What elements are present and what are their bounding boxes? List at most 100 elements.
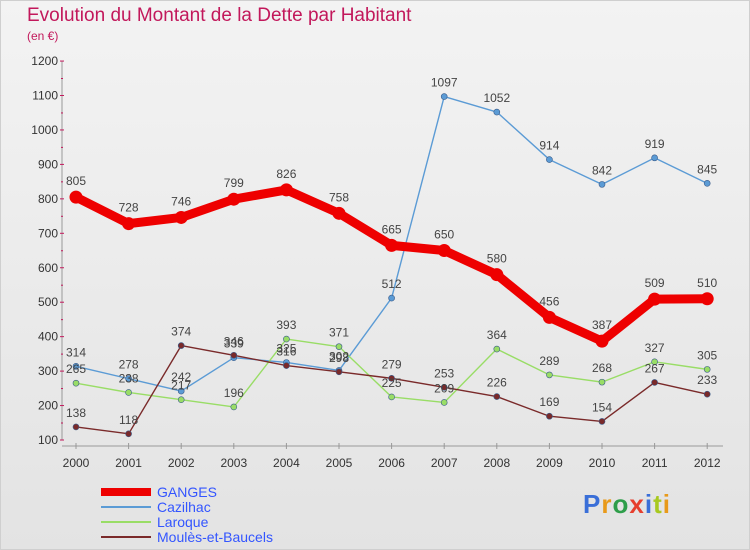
data-point (703, 366, 711, 373)
data-point (388, 393, 395, 401)
y-tick-label: 200 (38, 399, 58, 413)
data-label: 512 (382, 277, 402, 291)
data-point (651, 154, 658, 162)
legend-swatch (101, 488, 151, 496)
x-tick-label: 2012 (694, 456, 721, 470)
y-tick-label: 100 (38, 433, 58, 447)
x-tick-label: 2001 (115, 456, 142, 470)
data-point (648, 292, 662, 306)
data-point (703, 180, 711, 187)
legend-label: Laroque (157, 514, 209, 530)
data-point (72, 362, 80, 370)
data-point (598, 181, 606, 188)
data-point (69, 190, 83, 204)
data-point (546, 412, 553, 420)
x-tick-label: 2004 (273, 456, 300, 470)
data-label: 374 (171, 325, 191, 339)
data-label: 1097 (431, 76, 458, 90)
data-label: 364 (487, 328, 507, 342)
data-point (700, 292, 714, 306)
data-label: 279 (382, 357, 402, 371)
data-point (598, 378, 606, 386)
data-point (440, 383, 448, 391)
x-tick-label: 2005 (326, 456, 353, 470)
data-point (651, 379, 658, 386)
data-point (440, 399, 448, 406)
data-label: 267 (645, 361, 665, 375)
data-point (595, 334, 609, 348)
data-point (174, 210, 188, 224)
data-label: 650 (434, 228, 454, 242)
x-tick-label: 2008 (483, 456, 510, 470)
legend-swatch (101, 506, 151, 508)
data-label: 196 (224, 386, 244, 400)
x-tick-label: 2002 (168, 456, 195, 470)
data-label: 305 (697, 348, 717, 362)
y-tick-label: 600 (38, 261, 58, 275)
data-label: 209 (434, 381, 454, 395)
data-label: 253 (434, 366, 454, 380)
x-tick-label: 2003 (220, 456, 247, 470)
line-chart: 100 200 300 400 500 600 700 800 900 1000 1100 1200 2… (31, 54, 723, 470)
data-label: 289 (539, 354, 559, 368)
y-tick-label: 900 (38, 157, 58, 171)
legend-label: Cazilhac (157, 499, 211, 515)
data-point (598, 418, 606, 425)
data-point (125, 389, 132, 396)
data-point (546, 371, 553, 379)
data-point (651, 358, 658, 366)
data-label: 118 (119, 413, 138, 427)
data-point (72, 423, 80, 431)
x-tick-label: 2000 (63, 456, 90, 470)
data-label: 325 (276, 341, 296, 355)
logo-letter: i (662, 489, 671, 519)
data-point (335, 368, 343, 376)
data-point (490, 268, 504, 282)
x-tick-label: 2006 (378, 456, 405, 470)
data-label: 268 (592, 361, 612, 375)
logo-letter: o (612, 489, 630, 519)
data-label: 845 (697, 162, 717, 176)
data-point (283, 335, 290, 343)
legend-label: GANGES (157, 484, 217, 500)
data-label: 665 (382, 222, 402, 236)
data-point (177, 342, 185, 349)
legend-label: Moulès-et-Baucels (157, 529, 273, 545)
chart-title: Evolution du Montant de la Dette par Hab… (27, 5, 412, 26)
data-point (125, 430, 132, 438)
data-label: 265 (66, 362, 86, 376)
data-label: 346 (224, 334, 244, 348)
data-point (335, 343, 343, 350)
x-tick-label: 2010 (589, 456, 616, 470)
data-label: 302 (329, 349, 349, 363)
data-label: 154 (592, 400, 612, 414)
y-tick-label: 1200 (31, 54, 58, 68)
x-tick-label: 2011 (642, 456, 668, 470)
logo-letter: r (601, 489, 613, 519)
data-point (125, 375, 132, 382)
legend-swatch (101, 536, 151, 538)
data-point (230, 351, 238, 359)
data-point (72, 379, 80, 387)
logo-letter: x (629, 489, 645, 519)
data-label: 217 (171, 379, 191, 393)
data-label: 826 (276, 167, 296, 181)
data-label: 580 (487, 252, 507, 266)
y-tick-label: 400 (38, 330, 58, 344)
data-label: 316 (276, 345, 296, 359)
data-label: 1052 (483, 91, 510, 105)
data-label: 371 (329, 326, 349, 340)
data-label: 919 (645, 137, 665, 151)
data-label: 238 (119, 371, 139, 385)
data-label: 510 (697, 276, 717, 290)
data-label: 226 (487, 376, 507, 390)
data-label: 242 (171, 370, 191, 384)
logo-letter: i (644, 489, 654, 519)
data-label: 914 (539, 139, 559, 153)
data-label: 298 (329, 351, 349, 365)
data-label: 387 (592, 318, 612, 332)
data-label: 327 (645, 341, 665, 355)
data-point (227, 192, 241, 206)
data-label: 758 (329, 190, 349, 204)
